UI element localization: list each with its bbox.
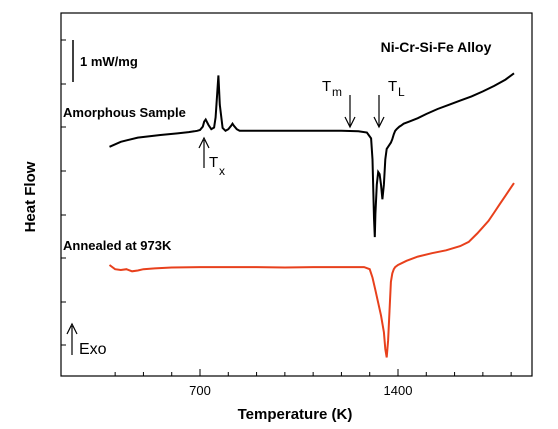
tl-subscript: L [398, 85, 405, 99]
tm-label: T [322, 78, 331, 95]
tx-annotation: T x [198, 136, 225, 178]
x-tick-label: 1400 [384, 383, 413, 398]
tx-arrow-head [198, 136, 210, 149]
x-axis-ticks [114, 369, 512, 376]
y-axis-ticks [61, 39, 66, 346]
tl-annotation: T L [373, 78, 405, 129]
tl-label: T [388, 78, 397, 95]
x-axis-title: Temperature (K) [238, 406, 353, 423]
plot-frame [60, 12, 533, 377]
tx-subscript: x [219, 164, 225, 178]
exo-arrow-head [66, 322, 78, 335]
exo-indicator: Exo [66, 322, 107, 358]
tm-arrow-head [344, 116, 356, 129]
tx-label: T [209, 154, 218, 171]
y-axis-title: Heat Flow [22, 161, 39, 232]
series-label-amorphous: Amorphous Sample [63, 105, 186, 120]
series-line-amorphous [109, 72, 515, 238]
x-tick-label: 700 [189, 383, 211, 398]
scale-bar-label: 1 mW/mg [80, 54, 138, 69]
exo-label: Exo [79, 341, 107, 358]
tm-annotation: T m [322, 78, 356, 129]
series-line-annealed [108, 182, 515, 358]
series-label-annealed: Annealed at 973K [63, 238, 172, 253]
tl-arrow-head [373, 116, 385, 129]
tm-subscript: m [332, 85, 342, 99]
chart-title: Ni-Cr-Si-Fe Alloy [381, 39, 492, 55]
